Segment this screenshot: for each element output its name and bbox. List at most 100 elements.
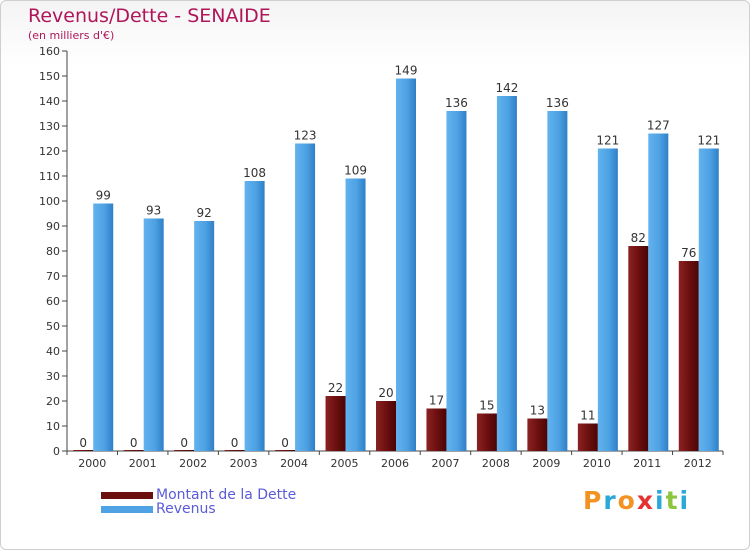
debt-bar bbox=[628, 246, 649, 451]
debt-bar bbox=[325, 396, 346, 451]
x-tick-label: 2006 bbox=[381, 457, 409, 470]
y-tick-label: 40 bbox=[46, 345, 60, 358]
x-tick-label: 2008 bbox=[482, 457, 510, 470]
x-tick-label: 2007 bbox=[431, 457, 459, 470]
logo-letter: i bbox=[655, 486, 666, 515]
revenue-bar bbox=[597, 148, 618, 451]
legend-label-revenue: Revenus bbox=[156, 501, 216, 517]
revenue-value-label: 123 bbox=[294, 129, 317, 143]
y-tick-label: 140 bbox=[39, 95, 60, 108]
revenue-value-label: 142 bbox=[495, 81, 518, 95]
revenue-bar bbox=[345, 178, 366, 451]
legend-swatch-debt bbox=[101, 491, 153, 499]
debt-value-label: 13 bbox=[530, 404, 545, 418]
revenue-value-label: 136 bbox=[546, 96, 569, 110]
debt-value-label: 76 bbox=[681, 246, 696, 260]
x-tick-label: 2011 bbox=[633, 457, 661, 470]
debt-value-label: 0 bbox=[231, 436, 239, 450]
revenue-bar bbox=[143, 218, 164, 451]
debt-bar bbox=[73, 450, 94, 451]
revenue-bar bbox=[194, 221, 215, 451]
revenue-value-label: 99 bbox=[96, 189, 111, 203]
y-tick-label: 60 bbox=[46, 295, 60, 308]
revenue-bar bbox=[648, 133, 669, 451]
logo-letter: x bbox=[636, 486, 655, 515]
revenue-bar bbox=[446, 111, 467, 451]
revenue-value-label: 136 bbox=[445, 96, 468, 110]
y-tick-label: 100 bbox=[39, 195, 60, 208]
legend-item-revenue: Revenus bbox=[101, 501, 216, 517]
x-tick-label: 2004 bbox=[280, 457, 308, 470]
logo-letter: r bbox=[603, 486, 618, 515]
debt-bar bbox=[174, 450, 195, 451]
revenue-value-label: 121 bbox=[697, 134, 720, 148]
logo-letter: t bbox=[665, 486, 680, 515]
y-tick-label: 0 bbox=[53, 445, 60, 458]
legend-swatch-revenue bbox=[101, 505, 153, 513]
debt-bar bbox=[224, 450, 245, 451]
debt-bar bbox=[476, 413, 497, 451]
x-tick-label: 2010 bbox=[583, 457, 611, 470]
revenue-value-label: 93 bbox=[146, 204, 161, 218]
y-tick-label: 30 bbox=[46, 370, 60, 383]
x-tick-label: 2012 bbox=[684, 457, 712, 470]
revenue-bar bbox=[698, 148, 719, 451]
debt-value-label: 11 bbox=[580, 409, 595, 423]
debt-value-label: 20 bbox=[378, 386, 393, 400]
logo-letter: i bbox=[679, 486, 691, 515]
y-tick-label: 50 bbox=[46, 320, 60, 333]
y-tick-label: 80 bbox=[46, 245, 60, 258]
debt-bar bbox=[678, 261, 699, 451]
revenue-value-label: 149 bbox=[395, 64, 418, 78]
debt-bar bbox=[577, 423, 598, 451]
x-tick-label: 2003 bbox=[230, 457, 258, 470]
x-tick-label: 2000 bbox=[78, 457, 106, 470]
legend-label-debt: Montant de la Dette bbox=[156, 487, 297, 503]
debt-bar bbox=[527, 418, 548, 451]
debt-bar bbox=[123, 450, 144, 451]
legend-item-debt: Montant de la Dette bbox=[101, 487, 296, 503]
revenue-bar bbox=[496, 96, 517, 451]
revenue-value-label: 92 bbox=[197, 206, 212, 220]
logo-letter: P bbox=[583, 486, 604, 515]
x-tick-label: 2001 bbox=[129, 457, 157, 470]
y-tick-label: 10 bbox=[46, 420, 60, 433]
y-tick-label: 130 bbox=[39, 120, 60, 133]
revenue-bar bbox=[396, 78, 416, 451]
y-tick-label: 20 bbox=[46, 395, 60, 408]
debt-bar bbox=[376, 401, 396, 451]
debt-value-label: 0 bbox=[130, 436, 138, 450]
logo-letter: o bbox=[617, 486, 637, 515]
debt-value-label: 82 bbox=[631, 231, 646, 245]
y-tick-label: 110 bbox=[39, 170, 60, 183]
y-tick-label: 70 bbox=[46, 270, 60, 283]
y-tick-label: 120 bbox=[39, 145, 60, 158]
debt-value-label: 17 bbox=[429, 394, 444, 408]
revenue-value-label: 127 bbox=[647, 119, 670, 133]
revenue-value-label: 121 bbox=[596, 134, 619, 148]
y-tick-label: 160 bbox=[39, 45, 60, 58]
debt-value-label: 0 bbox=[281, 436, 289, 450]
debt-value-label: 15 bbox=[479, 399, 494, 413]
revenue-bar bbox=[93, 203, 114, 451]
debt-value-label: 0 bbox=[180, 436, 188, 450]
x-tick-label: 2005 bbox=[331, 457, 359, 470]
revenue-bar bbox=[295, 143, 316, 451]
x-tick-label: 2009 bbox=[532, 457, 560, 470]
revenue-bar bbox=[244, 181, 265, 451]
debt-bar bbox=[426, 408, 447, 451]
chart-subtitle: (en milliers d'€) bbox=[28, 29, 115, 42]
revenue-value-label: 108 bbox=[243, 166, 266, 180]
revenue-value-label: 109 bbox=[344, 164, 367, 178]
debt-value-label: 22 bbox=[328, 381, 343, 395]
debt-value-label: 0 bbox=[79, 436, 87, 450]
revenue-bar bbox=[547, 111, 568, 451]
x-tick-label: 2002 bbox=[179, 457, 207, 470]
y-tick-label: 90 bbox=[46, 220, 60, 233]
y-tick-label: 150 bbox=[39, 70, 60, 83]
debt-bar bbox=[275, 450, 296, 451]
proxiti-logo: Proxiti bbox=[583, 486, 690, 515]
chart-title: Revenus/Dette - SENAIDE bbox=[28, 5, 271, 27]
